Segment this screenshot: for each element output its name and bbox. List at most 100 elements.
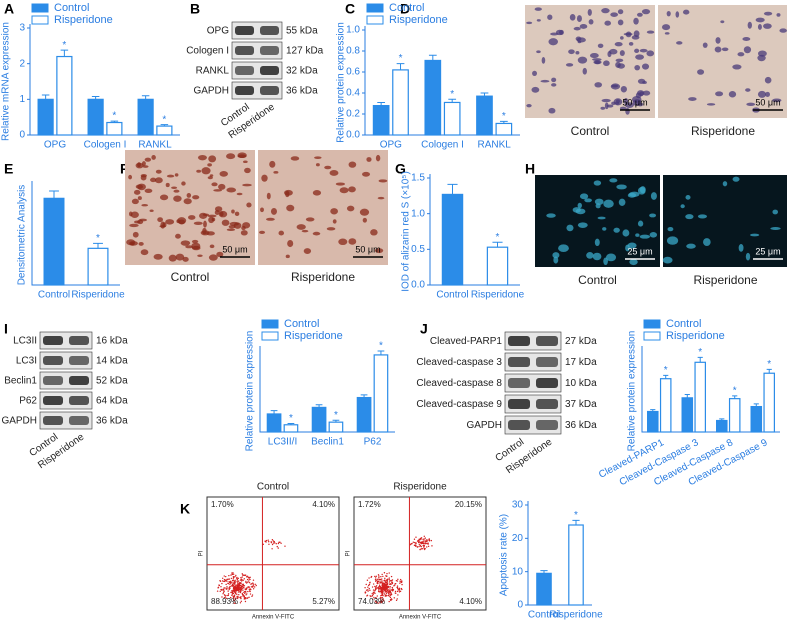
quadrant-percent: 4.10% xyxy=(459,597,482,606)
micrograph-detail xyxy=(642,81,647,84)
micrograph-detail xyxy=(150,177,157,183)
y-tick-label: 0 xyxy=(19,130,25,141)
flow-event xyxy=(397,594,399,596)
quadrant-percent: 4.10% xyxy=(312,500,335,509)
legend-swatch xyxy=(366,15,384,25)
flow-event xyxy=(277,542,280,545)
micrograph-detail xyxy=(609,178,618,183)
flow-event xyxy=(413,538,416,540)
flow-event xyxy=(218,584,220,586)
flow-event xyxy=(244,574,246,576)
y-tick-label: 1.0 xyxy=(346,25,360,36)
flow-event xyxy=(250,586,253,588)
micrograph-detail xyxy=(772,209,779,215)
micrograph-detail xyxy=(128,174,133,180)
flow-event xyxy=(233,595,236,598)
micrograph-detail xyxy=(305,217,315,222)
micrograph-detail xyxy=(619,50,625,57)
quadrant-percent: 1.70% xyxy=(211,500,234,509)
micrograph-detail xyxy=(173,189,180,193)
flow-event xyxy=(244,598,247,600)
flow-event xyxy=(399,580,401,582)
error-bar xyxy=(572,519,580,525)
flow-event xyxy=(267,541,270,543)
error-bar xyxy=(315,404,323,408)
micrograph-detail xyxy=(593,180,602,186)
flow-event xyxy=(232,597,235,599)
micrograph-detail xyxy=(165,219,175,225)
micrograph-detail xyxy=(370,229,378,236)
flow-event xyxy=(430,539,433,542)
micrograph-detail xyxy=(664,32,670,35)
micrograph-detail xyxy=(129,241,138,246)
flow-event xyxy=(426,540,428,542)
error-bar xyxy=(141,95,150,100)
micrograph-detail xyxy=(142,165,149,168)
flow-event xyxy=(413,544,416,547)
x-tick-label: Risperidone xyxy=(471,290,525,301)
significance-mark: * xyxy=(112,111,116,122)
micrograph-detail xyxy=(234,211,240,217)
flow-event xyxy=(223,594,226,596)
flow-event xyxy=(423,544,426,547)
flow-event xyxy=(418,543,421,546)
flow-event xyxy=(233,581,235,584)
flow-event xyxy=(414,545,417,547)
micrograph-detail xyxy=(296,224,306,230)
flow-event xyxy=(236,596,238,598)
flow-event xyxy=(378,575,380,577)
micrograph-detail xyxy=(602,227,607,231)
flow-event xyxy=(398,591,401,593)
flow-event xyxy=(427,542,429,544)
micrograph-detail xyxy=(130,211,139,218)
micrograph-detail xyxy=(746,102,756,106)
micrograph-detail xyxy=(572,207,581,213)
micrograph-detail xyxy=(728,91,737,98)
flow-event xyxy=(248,581,251,584)
blot-band xyxy=(508,399,530,409)
flow-event xyxy=(245,591,247,593)
flow-event xyxy=(247,581,249,583)
flow-event xyxy=(381,587,384,589)
flow-event xyxy=(380,599,382,601)
flow-event xyxy=(368,587,370,590)
significance-mark: * xyxy=(334,410,338,421)
panel-letter: F xyxy=(120,161,129,177)
panel-letter: D xyxy=(400,1,410,17)
flow-event xyxy=(385,592,388,595)
flow-event xyxy=(427,545,430,548)
legend-label: Control xyxy=(284,318,319,330)
y-axis-label: Relative protein expression xyxy=(245,331,256,452)
flow-event xyxy=(388,593,390,595)
flow-event xyxy=(241,580,243,582)
micrograph-detail xyxy=(155,169,162,174)
micrograph-detail xyxy=(579,23,588,29)
blot-band xyxy=(508,420,530,430)
micrograph-detail xyxy=(192,195,200,200)
flow-event xyxy=(390,583,392,586)
flow-event xyxy=(376,595,378,597)
flow-event xyxy=(225,579,227,582)
bar xyxy=(37,98,54,136)
flow-event xyxy=(390,599,392,602)
blot-band xyxy=(69,376,89,385)
micrograph-detail xyxy=(649,232,658,238)
flow-event xyxy=(233,594,236,596)
flow-event xyxy=(384,584,387,586)
micrograph-detail xyxy=(633,17,639,25)
micrograph-detail xyxy=(233,222,242,229)
panel-letter: C xyxy=(345,1,355,17)
flow-event xyxy=(381,596,384,599)
panel-letter: H xyxy=(525,161,535,177)
bar xyxy=(495,122,513,136)
micrograph-detail xyxy=(134,220,141,224)
micrograph-detail xyxy=(584,198,592,203)
flow-plot xyxy=(353,496,487,611)
flow-event xyxy=(238,583,241,586)
micrograph-detail xyxy=(202,213,209,216)
micrograph-detail xyxy=(589,52,599,59)
blot-row-label: OPG xyxy=(207,26,229,37)
micrograph-detail xyxy=(188,215,196,220)
bar xyxy=(647,410,659,433)
flow-event xyxy=(386,585,389,588)
